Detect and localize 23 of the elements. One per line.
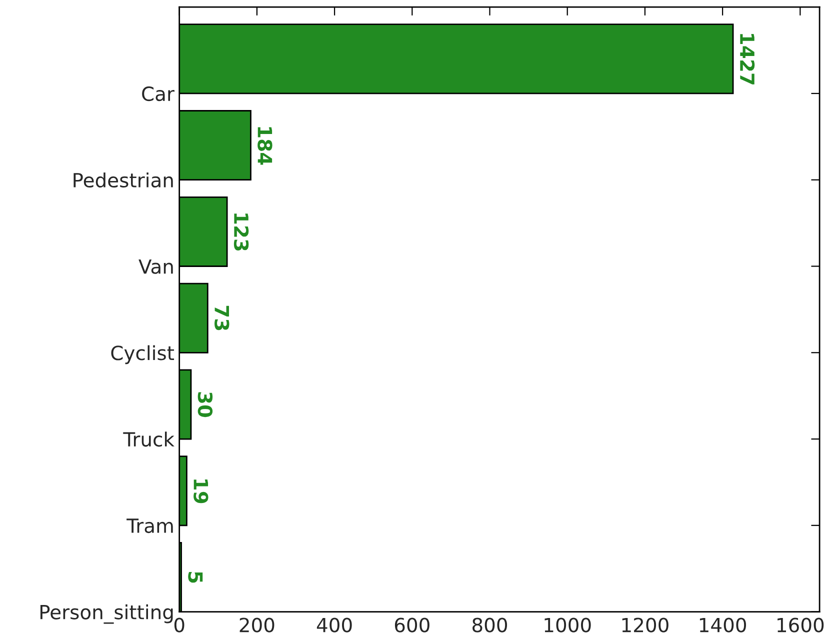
data-label: 30 [198,392,213,418]
x-tick-label: 1600 [778,618,824,632]
x-tick-label: 800 [472,618,508,632]
data-label: 123 [234,214,249,250]
y-tick-label: Pedestrian [74,172,173,188]
x-tick-label: 1000 [544,618,591,632]
y-tick-label: Person_sitting [40,604,173,624]
data-label: 73 [214,306,230,330]
data-label: 1427 [740,34,755,84]
y-tick-label: Car [142,86,174,102]
y-tick-label: Cyclist [111,345,174,364]
x-tick-label: 0 [174,618,184,632]
data-label: 184 [258,127,272,165]
x-tick-label: 200 [240,618,274,632]
data-label: 5 [188,572,203,583]
x-tick-label: 400 [316,618,352,632]
y-tick-label: Tram [126,518,173,534]
y-tick-label: Truck [123,432,174,447]
y-tick-label: Van [138,259,173,274]
x-tick-label: 1200 [622,618,668,632]
x-tick-label: 600 [394,618,430,632]
x-tick-label: 1400 [700,618,746,632]
data-label: 19 [194,480,208,504]
